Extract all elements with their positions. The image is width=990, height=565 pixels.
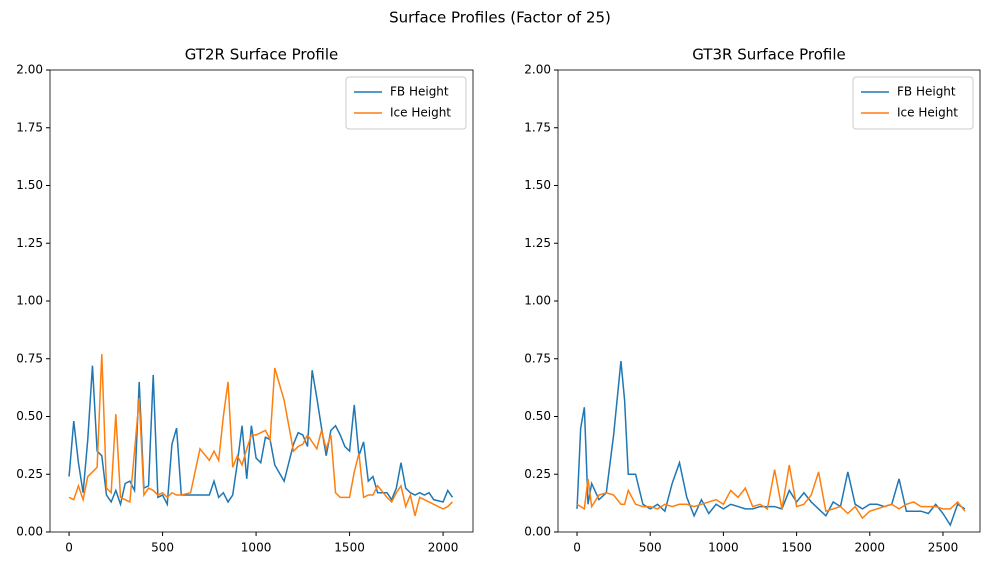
y-tick-label: 0.75 [16,351,43,365]
y-tick-label: 1.00 [524,294,551,308]
legend-box [345,76,467,130]
y-tick-label: 1.75 [16,120,43,134]
y-tick-label: 0.25 [16,467,43,481]
x-tick-label: 2500 [928,541,959,555]
data-line [68,354,453,517]
y-tick-label: 1.75 [524,120,551,134]
y-tick-label: 0.00 [16,525,43,539]
y-tick-label: 2.00 [16,63,43,77]
x-tick-label: 1000 [708,541,739,555]
x-tick-label: 500 [151,541,174,555]
axes-frame [49,69,474,533]
x-tick-label: 2000 [855,541,886,555]
y-tick-label: 1.25 [524,236,551,250]
data-line [68,365,454,508]
y-tick-label: 0.75 [524,351,551,365]
y-tick-label: 1.50 [524,178,551,192]
x-tick-label: 1000 [241,541,272,555]
axes-frame [557,69,981,533]
y-tick-label: 0.25 [524,467,551,481]
data-line [576,464,966,520]
y-tick-label: 0.00 [524,525,551,539]
legend-box [852,76,974,130]
y-tick-label: 1.25 [16,236,43,250]
legend-label: FB Height [390,85,449,99]
y-tick-label: 2.00 [524,63,551,77]
y-tick-label: 0.50 [16,409,43,423]
x-tick-label: 500 [639,541,662,555]
data-line [576,360,966,527]
y-tick-label: 1.00 [16,294,43,308]
figure-title: Surface Profiles (Factor of 25) [389,9,611,27]
legend-label: Ice Height [897,106,958,120]
y-tick-label: 0.50 [524,409,551,423]
chart-title: GT2R Surface Profile [185,46,339,64]
legend-label: FB Height [897,85,956,99]
y-tick-label: 1.50 [16,178,43,192]
legend-label: Ice Height [390,106,451,120]
x-tick-label: 1500 [334,541,365,555]
x-tick-label: 0 [65,541,73,555]
x-tick-label: 1500 [781,541,812,555]
x-tick-label: 0 [573,541,581,555]
chart-title: GT3R Surface Profile [692,46,846,64]
x-tick-label: 2000 [428,541,459,555]
